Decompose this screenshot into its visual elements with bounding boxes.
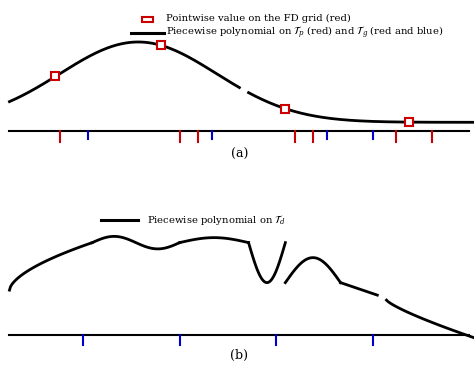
Bar <box>142 17 153 22</box>
Text: (b): (b) <box>230 349 248 362</box>
Text: (a): (a) <box>231 148 248 161</box>
Text: Piecewise polynomial on $\mathcal{T}_p$ (red) and $\mathcal{T}_g$ (red and blue): Piecewise polynomial on $\mathcal{T}_p$ … <box>166 25 443 41</box>
Text: Piecewise polynomial on $\mathcal{T}_d$: Piecewise polynomial on $\mathcal{T}_d$ <box>147 214 287 228</box>
Text: Pointwise value on the FD grid (red): Pointwise value on the FD grid (red) <box>166 14 351 24</box>
